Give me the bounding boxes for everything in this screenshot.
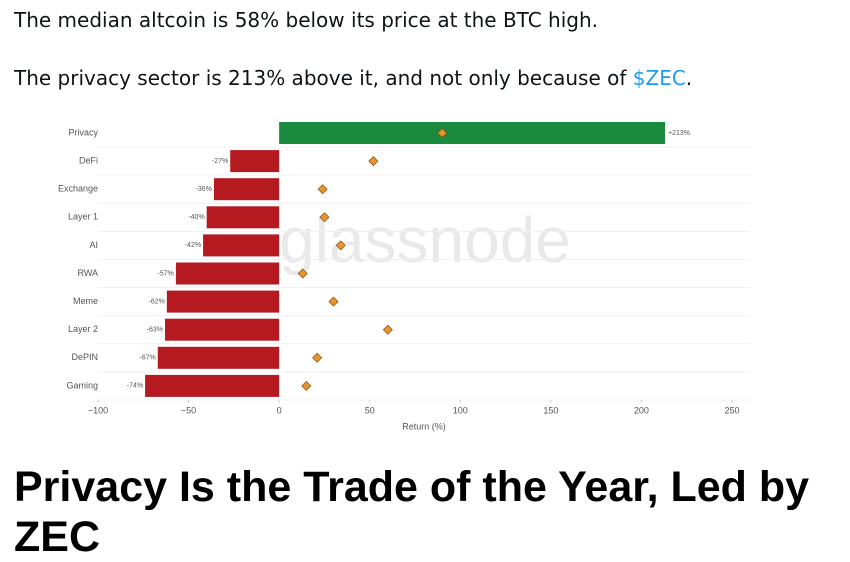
text: . [685,66,693,90]
category-label: Meme [73,296,98,306]
headline: ZEC [14,513,100,561]
value-label: +213% [668,130,690,137]
diamond-marker [297,268,308,279]
diamond-marker [317,184,328,195]
bar [166,290,280,313]
headline: Privacy Is the Trade of the Year, Led by [14,463,810,511]
x-axis-label: Return (%) [402,421,446,431]
category-label: Privacy [68,127,98,137]
chart: glassnode Return (%) −100 −50 0 50 100 150 200… [58,122,750,431]
cashtag-link[interactable]: $ZEC [632,66,686,90]
bar [145,374,280,397]
value-label: -40% [188,214,204,221]
bar [279,122,665,144]
value-label: -36% [196,186,212,193]
category-label: Gaming [66,380,98,390]
value-label: -57% [158,270,174,277]
x-tick-label: 250 [724,405,739,415]
category-label: DeFi [79,155,98,165]
x-tick-label: 50 [365,405,375,415]
bar [175,262,280,285]
diamond-marker [319,212,330,223]
category-label: Exchange [58,184,98,194]
bar [230,150,280,173]
category-label: Layer 2 [68,324,98,334]
x-tick-label: 150 [543,405,558,415]
post-text: The privacy sector is 213% above it, and… [14,66,692,90]
value-label: -74% [127,383,143,390]
x-tick-label: 0 [277,405,282,415]
diamond-marker [312,352,323,363]
category-label: Layer 1 [68,212,98,222]
x-tick-label: 100 [453,405,468,415]
value-label: -62% [148,298,164,305]
diamond-marker [335,240,346,251]
category-label: RWA [77,268,98,278]
diamond-marker [328,296,339,307]
diamond-marker [301,380,312,391]
diamond-marker [368,156,379,167]
value-label: -63% [147,327,163,334]
post-text: The median altcoin is 58% below its pric… [14,8,599,32]
x-tick-label: −100 [88,405,108,415]
diamond-marker [382,324,393,335]
bar [203,234,280,257]
diamond-marker [437,128,448,138]
value-label: -42% [185,242,201,249]
category-label: DePIN [71,352,98,362]
value-label: -27% [212,158,228,165]
x-tick-label: 200 [634,405,649,415]
bar [213,178,280,201]
value-label: -67% [139,355,155,362]
category-label: AI [89,240,98,250]
bar [206,206,280,229]
bar [165,318,280,341]
x-tick-label: −50 [181,405,196,415]
text: The privacy sector is 213% above it, and… [14,66,633,90]
bar [157,346,280,369]
